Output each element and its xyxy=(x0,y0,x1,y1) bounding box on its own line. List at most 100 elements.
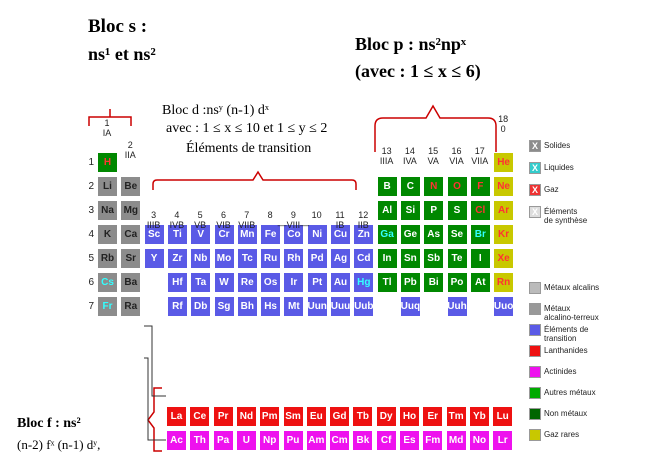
element-ag: Ag xyxy=(330,248,351,269)
element-db: Db xyxy=(190,296,212,317)
element-tm: Tm xyxy=(445,406,467,427)
legend-category-swatch xyxy=(529,324,541,336)
element-i: I xyxy=(469,248,491,269)
element-ba: Ba xyxy=(120,272,142,293)
element-uun: Uun xyxy=(306,296,328,317)
legend-category-swatch xyxy=(529,387,541,399)
element-al: Al xyxy=(376,200,398,221)
element-ti: Ti xyxy=(166,224,188,245)
legend-category-label: Gaz rares xyxy=(544,430,580,439)
element-yb: Yb xyxy=(468,406,490,427)
element-b: B xyxy=(376,176,398,197)
period-label: 4 xyxy=(88,229,94,240)
legend-category-swatch xyxy=(529,345,541,357)
element-y: Y xyxy=(143,248,165,269)
element-pu: Pu xyxy=(282,430,304,451)
legend-category-label: Non métaux xyxy=(544,409,588,418)
element-o: O xyxy=(446,176,468,197)
element-at: At xyxy=(469,272,491,293)
legend-category-label: Éléments de transition xyxy=(544,325,589,343)
bloc-d-line2: avec : 1 ≤ x ≤ 10 et 1 ≤ y ≤ 2 xyxy=(166,121,328,136)
element-uuu: Uuu xyxy=(330,296,351,317)
element-no: No xyxy=(468,430,490,451)
element-hs: Hs xyxy=(260,296,282,317)
element-p: P xyxy=(423,200,445,221)
legend-state-swatch: X xyxy=(529,206,541,218)
group-label: 7 VIIB xyxy=(238,210,256,230)
element-s: S xyxy=(446,200,468,221)
group-label: 6 VIB xyxy=(216,210,231,230)
legend-category-label: Actinides xyxy=(544,367,577,376)
element-pb: Pb xyxy=(399,272,421,293)
period-label: 2 xyxy=(88,181,94,192)
element-c: C xyxy=(399,176,421,197)
bloc-p-title: Bloc p : ns²npˣ xyxy=(355,34,467,54)
legend-category-label: Métaux alcalins xyxy=(544,283,600,292)
element-u: U xyxy=(235,430,257,451)
element-os: Os xyxy=(260,272,282,293)
bloc-d-line1: Bloc d :nsʸ (n-1) dˣ xyxy=(162,103,269,118)
element-lu: Lu xyxy=(492,406,514,427)
element-bi: Bi xyxy=(423,272,445,293)
element-uuo: Uuo xyxy=(493,296,515,317)
element-uuh: Uuh xyxy=(446,296,468,317)
group-label: 1 IA xyxy=(102,118,112,138)
element-mt: Mt xyxy=(283,296,305,317)
element-rb: Rb xyxy=(97,248,118,269)
group-label: 4 IVB xyxy=(169,210,185,230)
element-rh: Rh xyxy=(283,248,305,269)
legend-category-swatch xyxy=(529,408,541,420)
element-sm: Sm xyxy=(282,406,304,427)
element-dy: Dy xyxy=(375,406,397,427)
element-sb: Sb xyxy=(423,248,445,269)
element-fr: Fr xyxy=(97,296,118,317)
element-la: La xyxy=(166,406,187,427)
element-ce: Ce xyxy=(189,406,211,427)
element-eu: Eu xyxy=(305,406,327,427)
period-label: 6 xyxy=(88,277,94,288)
element-bk: Bk xyxy=(352,430,374,451)
element-ta: Ta xyxy=(190,272,212,293)
element-bh: Bh xyxy=(236,296,258,317)
element-zr: Zr xyxy=(166,248,188,269)
legend-state-label: Éléments de synthèse xyxy=(544,207,588,225)
element-uuq: Uuq xyxy=(399,296,421,317)
element-na: Na xyxy=(97,200,118,221)
element-md: Md xyxy=(445,430,467,451)
element-th: Th xyxy=(189,430,211,451)
element-ni: Ni xyxy=(306,224,328,245)
element-n: N xyxy=(423,176,445,197)
element-sg: Sg xyxy=(213,296,235,317)
element-sr: Sr xyxy=(120,248,142,269)
element-pr: Pr xyxy=(212,406,234,427)
element-ga: Ga xyxy=(376,224,398,245)
legend-state-swatch: X xyxy=(529,140,541,152)
element-cu: Cu xyxy=(330,224,351,245)
legend-category-label: Lanthanides xyxy=(544,346,588,355)
group-label: 13 IIIA xyxy=(379,146,394,166)
element-cf: Cf xyxy=(375,430,397,451)
element-in: In xyxy=(376,248,398,269)
element-cm: Cm xyxy=(329,430,351,451)
element-hg: Hg xyxy=(353,272,375,293)
element-k: K xyxy=(97,224,118,245)
element-pt: Pt xyxy=(306,272,328,293)
legend-state-swatch: X xyxy=(529,162,541,174)
element-ho: Ho xyxy=(399,406,420,427)
element-ac: Ac xyxy=(166,430,187,451)
legend-category-label: Autres métaux xyxy=(544,388,596,397)
element-nb: Nb xyxy=(190,248,212,269)
element-np: Np xyxy=(259,430,281,451)
group-label: 9 —VIII— xyxy=(277,210,310,230)
element-tl: Tl xyxy=(376,272,398,293)
element-h: H xyxy=(97,152,118,173)
group-label: 14 IVA xyxy=(402,146,417,166)
group-label: 2 IIA xyxy=(124,140,136,160)
legend-state-swatch: X xyxy=(529,184,541,196)
element-cs: Cs xyxy=(97,272,118,293)
element-nd: Nd xyxy=(235,406,257,427)
bloc-d-line3: Éléments de transition xyxy=(186,141,312,156)
element-hf: Hf xyxy=(166,272,188,293)
group-label: 3 IIIB xyxy=(146,210,161,230)
